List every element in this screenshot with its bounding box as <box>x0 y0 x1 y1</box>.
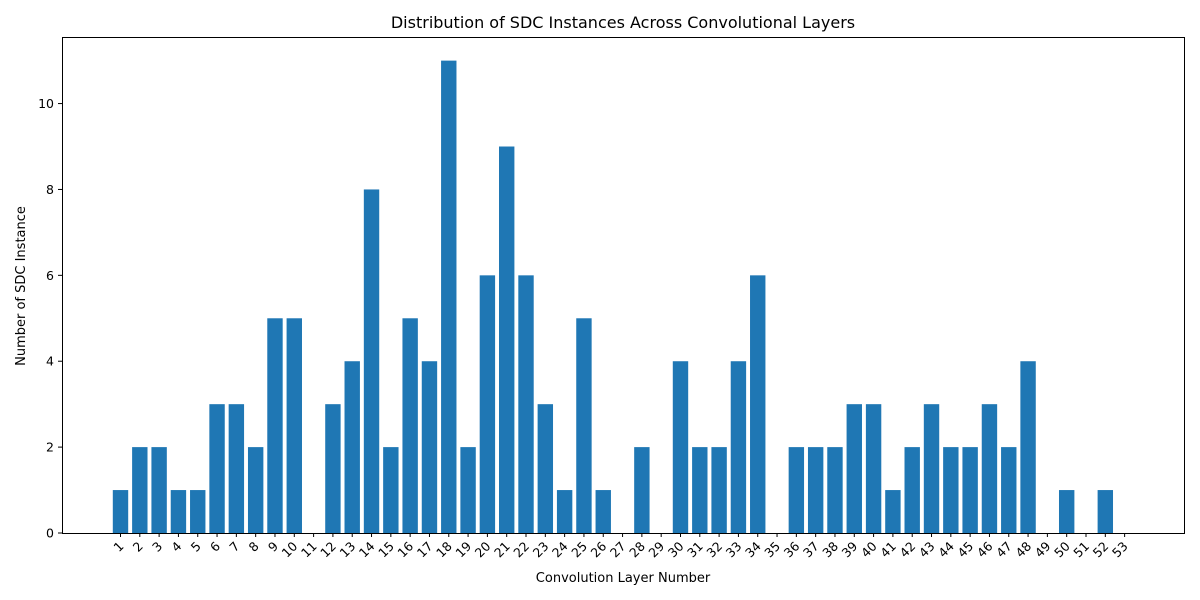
x-tick-label: 5 <box>188 539 204 555</box>
bar-layer-23 <box>537 404 554 533</box>
bar-layer-41 <box>885 490 901 533</box>
x-axis: 1 2 3 4 5 6 7 8 91011121314151617181920212223242… <box>110 533 1131 561</box>
bar-layer-20 <box>479 275 496 533</box>
x-tick-label: 9 <box>265 538 281 554</box>
plot-frame <box>62 37 1185 534</box>
bar-layer-33 <box>730 361 747 533</box>
bar-layer-46 <box>981 404 998 533</box>
bar-layer-6 <box>209 404 225 533</box>
bar-layer-37 <box>807 447 824 533</box>
x-tick-label: 1 <box>110 539 126 555</box>
bar-layer-18 <box>441 60 457 534</box>
bar-layer-24 <box>556 490 573 533</box>
bar-layer-25 <box>576 318 592 533</box>
x-tick-label: 6 <box>207 538 223 554</box>
y-tick-label: 0 <box>46 526 54 541</box>
y-tick-label: 6 <box>46 268 54 283</box>
y-axis: 0 2 4 6 8 10 <box>38 96 62 541</box>
bar-layer-8 <box>247 447 264 533</box>
chart-title: Distribution of SDC Instances Across Con… <box>391 13 855 32</box>
x-tick-label: 7 <box>226 539 242 555</box>
bar-layer-39 <box>846 404 862 533</box>
bar-layer-44 <box>943 447 959 533</box>
bar-layer-7 <box>228 404 245 533</box>
bar-layer-22 <box>518 275 534 533</box>
bar-layer-48 <box>1020 361 1036 533</box>
bar-layer-3 <box>151 447 167 533</box>
x-tick-label: 8 <box>246 538 262 554</box>
y-tick-label: 10 <box>38 96 54 111</box>
bar-layer-47 <box>1001 447 1017 533</box>
bar-layer-43 <box>923 404 940 533</box>
bar-layer-30 <box>672 361 689 533</box>
bar-layer-26 <box>595 490 611 533</box>
bar-layer-1 <box>112 490 129 533</box>
bar-layer-28 <box>634 447 650 533</box>
bar-layer-31 <box>692 447 708 533</box>
bar-layer-40 <box>865 404 882 533</box>
bar-layer-14 <box>363 189 380 533</box>
bar-layer-5 <box>190 490 206 533</box>
bar-layer-34 <box>750 275 766 533</box>
y-axis-label: Number of SDC Instance <box>14 206 29 366</box>
bar-layer-52 <box>1097 490 1114 533</box>
bar-layer-38 <box>827 447 843 533</box>
x-tick-label: 53 <box>1109 539 1131 561</box>
bar-layer-17 <box>421 361 438 533</box>
bar-layer-32 <box>711 447 727 533</box>
bar-layer-12 <box>325 404 341 533</box>
bar-layer-2 <box>132 447 148 533</box>
bar-layer-21 <box>499 146 515 533</box>
y-tick-label: 4 <box>46 354 54 369</box>
x-tick-label: 2 <box>130 539 146 555</box>
bar-layer-42 <box>904 447 920 533</box>
bar-layer-4 <box>170 490 187 533</box>
bar-layer-16 <box>402 318 418 533</box>
x-axis-label: Convolution Layer Number <box>536 571 711 586</box>
bar-layer-9 <box>267 318 283 533</box>
bars-group <box>112 60 1114 534</box>
bar-layer-13 <box>344 361 360 533</box>
bar-layer-36 <box>788 447 805 533</box>
y-tick-label: 8 <box>46 182 54 197</box>
x-tick-label: 3 <box>149 539 165 555</box>
bar-layer-50 <box>1058 490 1075 533</box>
bar-layer-45 <box>962 447 978 533</box>
y-tick-label: 2 <box>46 440 54 455</box>
bar-layer-10 <box>286 318 302 533</box>
x-tick-label: 4 <box>168 538 184 554</box>
bar-layer-19 <box>460 447 476 533</box>
bar-layer-15 <box>383 447 399 533</box>
